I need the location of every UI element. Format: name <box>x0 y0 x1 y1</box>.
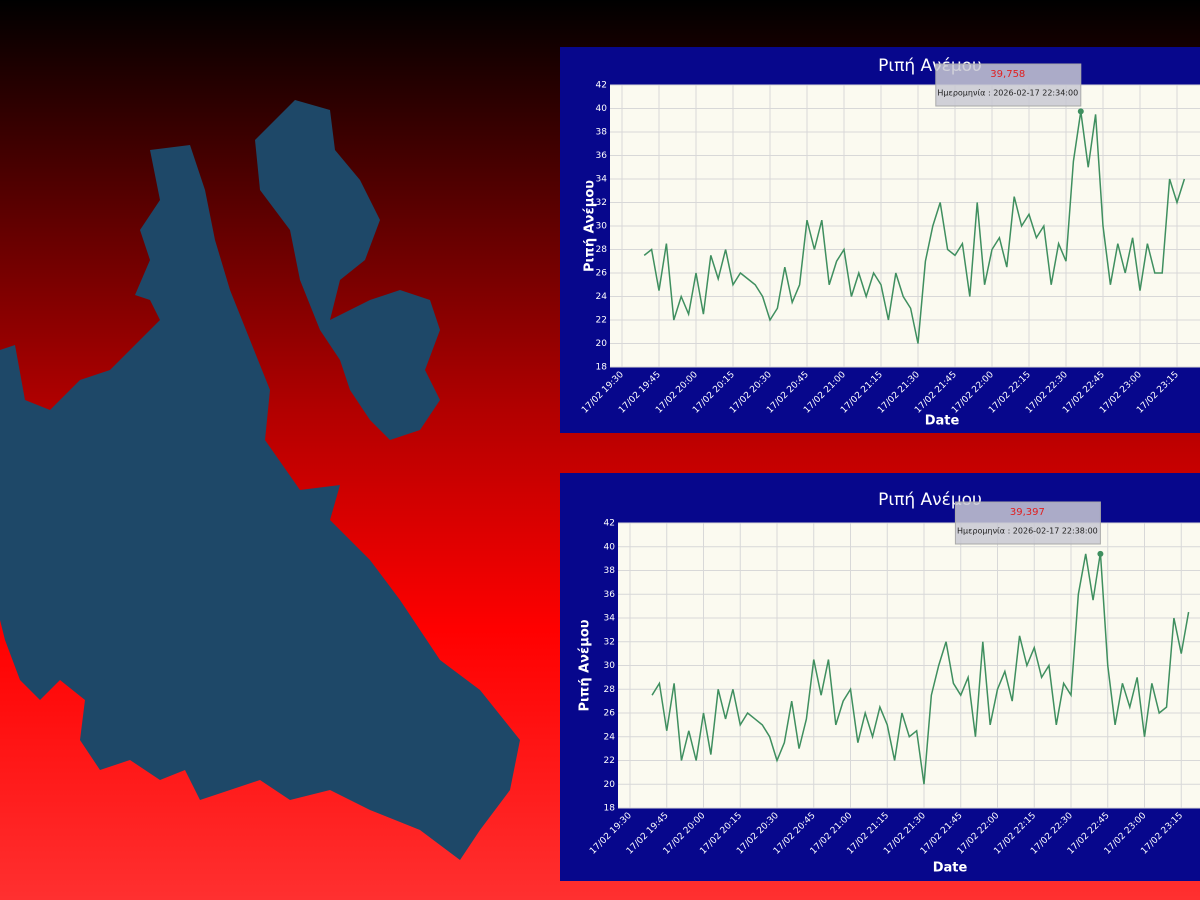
highlight-point <box>1077 108 1084 115</box>
y-axis-label: Ριπή Ανέμου <box>578 619 593 711</box>
y-tick-label: 36 <box>596 151 608 161</box>
y-tick-label: 32 <box>596 198 607 208</box>
highlight-point <box>1097 550 1104 557</box>
y-tick-label: 34 <box>596 175 608 185</box>
y-tick-label: 40 <box>604 542 616 552</box>
data-line <box>651 552 1190 785</box>
y-tick-label: 42 <box>596 81 607 91</box>
y-tick-label: 38 <box>596 128 608 138</box>
y-tick-label: 36 <box>604 590 616 600</box>
tooltip-value: 39,397 <box>1010 507 1045 518</box>
y-tick-label: 24 <box>596 292 608 302</box>
y-tick-label: 20 <box>604 780 616 790</box>
y-tick-label: 42 <box>604 519 615 529</box>
y-axis-label: Ριπή Ανέμου <box>583 180 598 272</box>
y-tick-label: 30 <box>596 222 608 232</box>
island-map <box>255 100 440 440</box>
x-axis-label: Date <box>925 414 960 429</box>
y-tick-label: 20 <box>596 339 608 349</box>
y-tick-label: 22 <box>596 316 607 326</box>
y-tick-label: 30 <box>604 661 616 671</box>
tooltip-value: 39,758 <box>990 69 1025 80</box>
island-map <box>0 480 105 680</box>
x-axis-label: Date <box>933 861 968 876</box>
tooltip-date: Ημερομηνία : 2026-02-17 22:34:00 <box>937 89 1078 98</box>
y-tick-label: 26 <box>604 709 616 719</box>
y-tick-label: 18 <box>604 804 616 814</box>
y-tick-label: 18 <box>596 363 608 373</box>
tooltip-box <box>935 63 1082 107</box>
tooltip-box <box>954 501 1101 545</box>
y-tick-label: 28 <box>604 685 616 695</box>
y-tick-label: 40 <box>596 104 608 114</box>
y-tick-label: 24 <box>604 732 616 742</box>
y-tick-label: 26 <box>596 269 608 279</box>
data-line <box>643 111 1186 344</box>
tooltip-date: Ημερομηνία : 2026-02-17 22:38:00 <box>957 527 1098 536</box>
y-tick-label: 34 <box>604 614 616 624</box>
y-tick-label: 22 <box>604 756 615 766</box>
y-tick-label: 28 <box>596 245 608 255</box>
y-tick-label: 32 <box>604 637 615 647</box>
island-map <box>0 145 520 860</box>
y-tick-label: 38 <box>604 566 616 576</box>
